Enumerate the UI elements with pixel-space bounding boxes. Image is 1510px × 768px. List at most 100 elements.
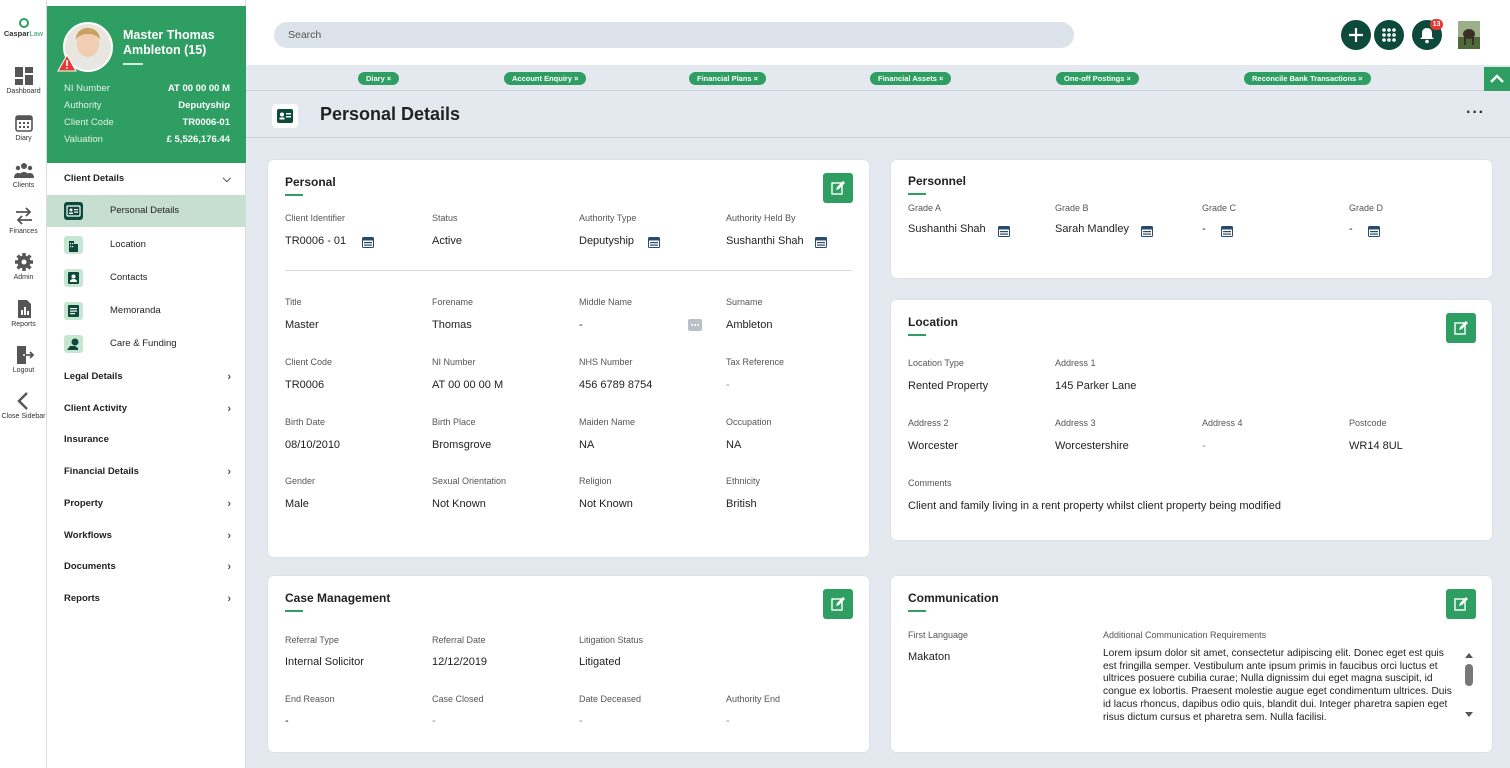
tab-diary[interactable]: Diary × [358, 72, 400, 85]
chevron-right-icon: › [227, 593, 231, 605]
nav-financial-details[interactable]: Financial Details › [47, 456, 246, 488]
field-value: Bromsgrove [432, 439, 492, 451]
edit-case-button[interactable] [823, 589, 853, 619]
edit-communication-button[interactable] [1446, 589, 1476, 619]
tab-account-enquiry[interactable]: Account Enquiry × [504, 72, 587, 85]
nav-label: Financial Details [64, 466, 139, 477]
chevron-left-icon [16, 392, 28, 410]
info-value: TR0006-01 [182, 117, 230, 128]
nav-client-details[interactable]: Client Details ⌵ [47, 163, 246, 195]
field-value: Sushanthi Shah [726, 235, 804, 247]
field-label: Middle Name [579, 297, 633, 307]
info-label: Valuation [64, 134, 103, 145]
card-details-icon[interactable] [1141, 226, 1153, 237]
gear-icon [14, 253, 33, 271]
card-details-icon[interactable] [648, 237, 660, 248]
nav-sub-location[interactable]: Location [47, 229, 246, 261]
field-tax-reference: Tax Reference - [726, 357, 784, 391]
more-options-button[interactable]: ··· [1466, 104, 1485, 121]
text-scrollbar[interactable] [1464, 650, 1474, 720]
search-input[interactable] [274, 22, 1074, 48]
edit-personal-button[interactable] [823, 173, 853, 203]
nav-property[interactable]: Property › [47, 488, 246, 520]
field-value: Worcester [908, 440, 958, 452]
field-postcode: Postcode WR14 8UL [1349, 418, 1403, 452]
field-value: Deputyship [579, 235, 635, 247]
personnel-card: Personnel Grade A Sushanthi Shah Grade B S… [891, 160, 1492, 278]
field-value: - [432, 715, 436, 727]
nav-sub-memoranda[interactable]: Memoranda [47, 295, 246, 327]
client-info-authority: Authority Deputyship [64, 97, 230, 114]
tab-financial-plans[interactable]: Financial Plans × [689, 72, 767, 85]
nav-sub-personal-details[interactable]: Personal Details [47, 195, 246, 227]
card-details-icon[interactable] [998, 226, 1010, 237]
tab-reconcile-bank-transactions[interactable]: Reconcile Bank Transactions × [1244, 72, 1371, 85]
field-label: Gender [285, 476, 316, 486]
person-photo-icon [65, 24, 111, 70]
communication-card: Communication First Language Makaton Addi… [891, 576, 1492, 752]
id-card-icon [277, 109, 293, 123]
field-label: Postcode [1349, 418, 1387, 428]
card-details-icon[interactable] [1368, 226, 1380, 237]
nav-workflows[interactable]: Workflows › [47, 520, 246, 552]
field-value: - [285, 715, 289, 727]
field-label: Forename [432, 297, 474, 307]
apps-button[interactable] [1374, 20, 1404, 50]
field-address-3: Address 3 Worcestershire [1055, 418, 1129, 452]
tab-financial-assets[interactable]: Financial Assets × [870, 72, 952, 85]
add-button[interactable] [1341, 20, 1371, 50]
field-referral-type: Referral Type Internal Solicitor [285, 635, 364, 668]
edit-location-button[interactable] [1446, 313, 1476, 343]
field-label: Referral Type [285, 635, 339, 645]
client-info-ni: NI Number AT 00 00 00 M [64, 80, 230, 97]
card-title: Personal [285, 175, 336, 189]
more-horizontal-icon[interactable] [688, 319, 702, 331]
field-value: Not Known [432, 498, 486, 510]
nav-documents[interactable]: Documents › [47, 551, 246, 583]
warning-icon[interactable] [57, 54, 77, 72]
edit-icon [1454, 597, 1468, 611]
field-grade-d: Grade D - [1349, 203, 1383, 235]
card-details-icon[interactable] [815, 237, 827, 248]
casparlaw-logo[interactable]: CasparLaw [0, 18, 47, 38]
field-authority-end: Authority End - [726, 694, 780, 727]
field-client-identifier: Client Identifier TR0006 - 01 [285, 213, 346, 247]
chevron-right-icon: › [227, 561, 231, 573]
client-avatar[interactable] [63, 22, 113, 72]
rail-item-logout[interactable]: Logout [0, 345, 47, 374]
rail-item-diary[interactable]: Diary [0, 113, 47, 142]
card-title: Personnel [908, 174, 967, 188]
card-details-icon[interactable] [362, 237, 374, 248]
field-label: Client Code [285, 357, 333, 367]
transfer-arrows-icon [15, 207, 32, 225]
client-info-client-code: Client Code TR0006-01 [64, 114, 230, 131]
field-label: Authority Held By [726, 213, 796, 223]
rail-item-finances[interactable]: Finances [0, 206, 47, 235]
field-value: Litigated [579, 656, 621, 668]
rail-item-admin[interactable]: Admin [0, 252, 47, 281]
field-value: Not Known [579, 498, 633, 510]
rail-item-clients[interactable]: Clients [0, 160, 47, 189]
collapse-tabs-button[interactable] [1484, 67, 1510, 91]
dashboard-icon [14, 67, 33, 85]
field-first-language: First Language Makaton [908, 630, 968, 663]
field-label: Status [432, 213, 458, 223]
field-comments: Comments Client and family living in a re… [908, 478, 1281, 512]
nav-legal-details[interactable]: Legal Details › [47, 361, 246, 393]
field-authority-type: Authority Type Deputyship [579, 213, 636, 247]
card-details-icon[interactable] [1221, 226, 1233, 237]
nav-insurance[interactable]: Insurance [47, 424, 246, 456]
nav-reports[interactable]: Reports › [47, 583, 246, 615]
rail-item-close-sidebar[interactable]: Close Sidebar [0, 391, 47, 420]
rail-item-reports[interactable]: Reports [0, 299, 47, 328]
rail-item-dashboard[interactable]: Dashboard [0, 66, 47, 95]
nav-sub-contacts[interactable]: Contacts [47, 262, 246, 294]
tab-one-off-postings[interactable]: One-off Postings × [1056, 72, 1139, 85]
nav-client-activity[interactable]: Client Activity › [47, 393, 246, 425]
field-address-1: Address 1 145 Parker Lane [1055, 358, 1136, 392]
info-value: AT 00 00 00 M [167, 83, 230, 94]
field-label: NI Number [432, 357, 476, 367]
nav-sub-care-funding[interactable]: Care & Funding [47, 328, 246, 360]
user-avatar[interactable] [1458, 21, 1480, 49]
field-label: Referral Date [432, 635, 486, 645]
